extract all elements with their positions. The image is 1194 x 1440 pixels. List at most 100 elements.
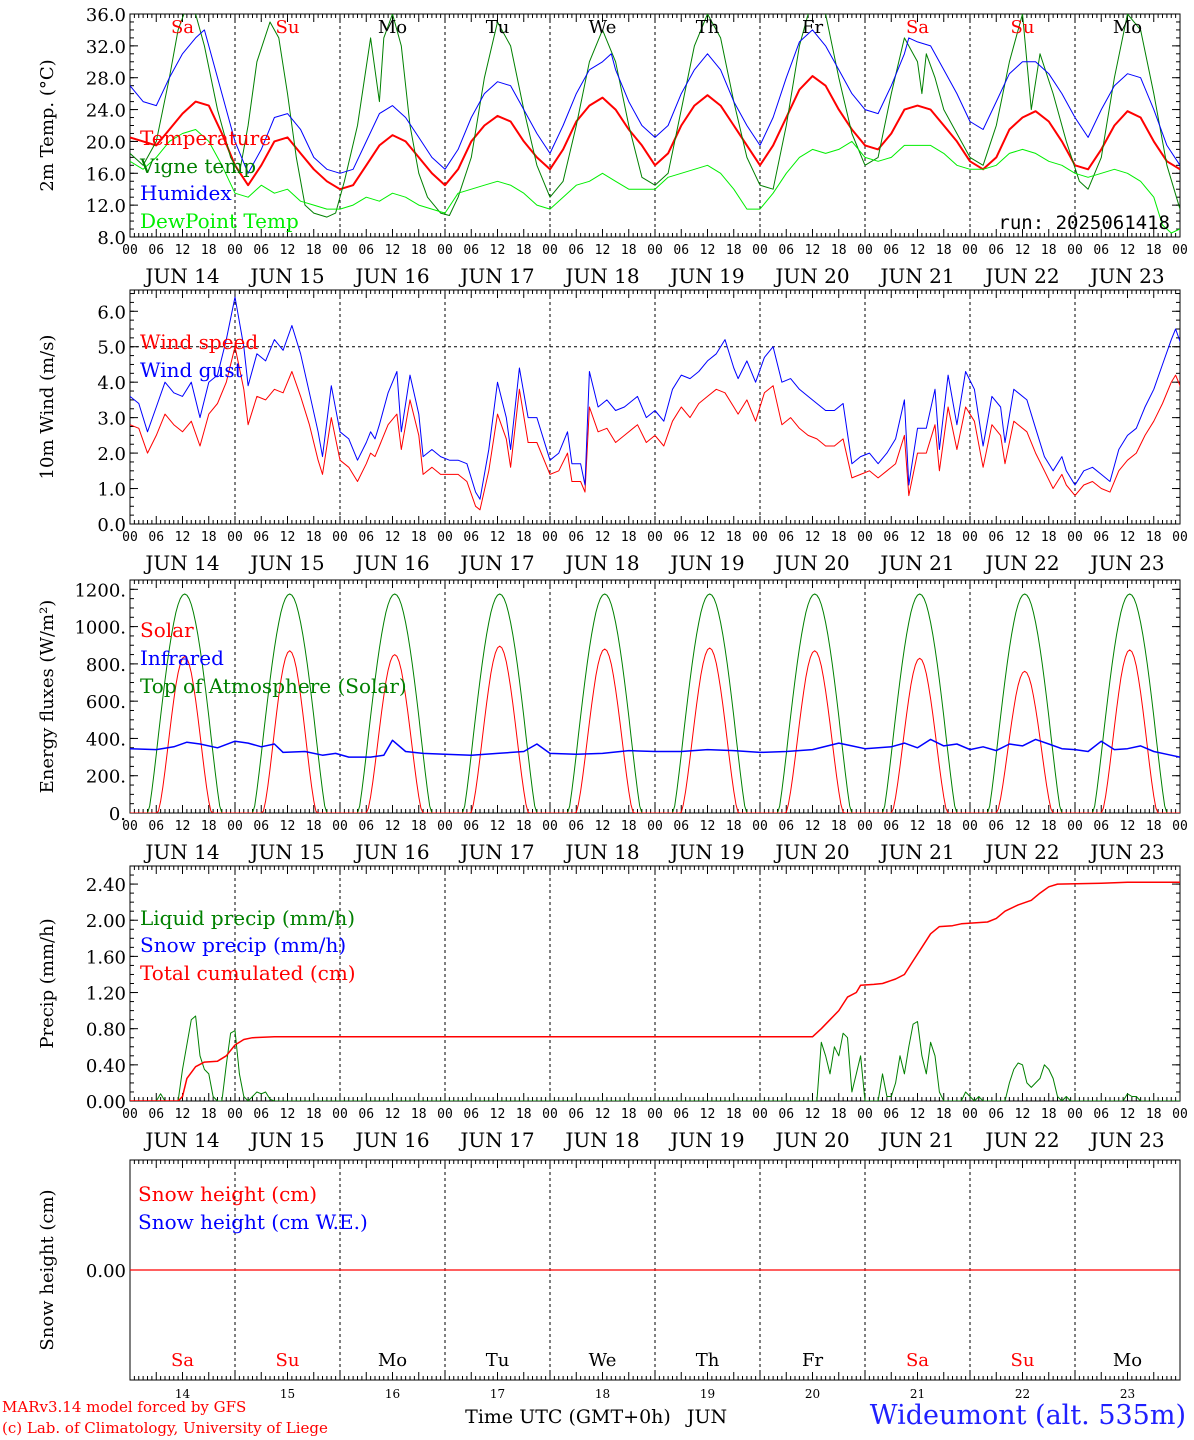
hour-label: 18 <box>936 1107 952 1122</box>
x-axis-month: JUN <box>685 1406 727 1428</box>
day-number-label: 23 <box>1120 1387 1135 1401</box>
panel-frame-temp <box>129 13 1181 238</box>
lab-credit: (c) Lab. of Climatology, University of L… <box>2 1419 328 1437</box>
hour-label: 00 <box>962 819 978 834</box>
day-label: JUN 23 <box>1088 840 1164 864</box>
hour-label: 00 <box>437 1107 453 1122</box>
hour-label: 06 <box>883 819 899 834</box>
hour-label: 06 <box>1093 1107 1109 1122</box>
day-label: JUN 22 <box>983 1128 1059 1152</box>
hour-label: 06 <box>568 819 584 834</box>
hour-label: 00 <box>1067 1107 1083 1122</box>
hour-label: 18 <box>1146 1107 1162 1122</box>
y-axis-label: Precip (mm/h) <box>37 918 58 1048</box>
hour-label: 00 <box>437 819 453 834</box>
hour-label: 06 <box>778 243 794 258</box>
hour-label: 12 <box>910 819 926 834</box>
day-label: JUN 23 <box>1088 264 1164 288</box>
day-number-label: 14 <box>175 1387 191 1401</box>
day-label: JUN 22 <box>983 551 1059 575</box>
day-label: JUN 22 <box>983 264 1059 288</box>
series-line-humidex <box>130 29 1180 174</box>
hour-label: 00 <box>332 243 348 258</box>
series-line-temperature <box>130 75 1180 191</box>
y-axis-label: 10m Wind (m/s) <box>37 335 58 480</box>
y-tick-label: 0.80 <box>86 1020 126 1041</box>
legend-entry: Snow precip (mm/h) <box>140 933 346 957</box>
hour-label: 00 <box>332 1107 348 1122</box>
hour-label: 12 <box>490 243 506 258</box>
hour-label: 18 <box>1041 819 1057 834</box>
hour-label: 00 <box>227 243 243 258</box>
hour-label: 00 <box>542 243 558 258</box>
hour-label: 18 <box>411 243 427 258</box>
hour-label: 12 <box>805 819 821 834</box>
hour-label: 06 <box>673 1107 689 1122</box>
hour-label: 18 <box>1041 530 1057 545</box>
weekday-label: Sa <box>171 1350 194 1371</box>
hour-label: 12 <box>1015 1107 1031 1122</box>
hour-label: 00 <box>752 243 768 258</box>
station-title: Wideumont (alt. 535m) <box>869 1400 1186 1431</box>
hour-label: 00 <box>542 530 558 545</box>
hour-label: 18 <box>1041 243 1057 258</box>
hour-label: 00 <box>1172 530 1188 545</box>
legend-entry: Snow height (cm W.E.) <box>138 1210 368 1234</box>
day-number-label: 20 <box>805 1387 820 1401</box>
y-tick-label: 2.00 <box>86 911 126 932</box>
hour-label: 18 <box>516 1107 532 1122</box>
legend-entry: Wind speed <box>140 330 258 354</box>
hour-label: 06 <box>463 1107 479 1122</box>
hour-label: 00 <box>752 819 768 834</box>
hour-label: 18 <box>936 243 952 258</box>
hour-label: 18 <box>411 530 427 545</box>
weekday-label: Mo <box>378 17 407 38</box>
hour-label: 12 <box>385 243 401 258</box>
day-label: JUN 21 <box>878 551 954 575</box>
hour-label: 12 <box>1120 530 1136 545</box>
hour-label: 12 <box>595 1107 611 1122</box>
hour-label: 00 <box>542 1107 558 1122</box>
hour-label: 18 <box>306 1107 322 1122</box>
y-tick-label: 12.0 <box>86 196 126 217</box>
legend-entry: Snow height (cm) <box>138 1182 317 1206</box>
day-label: JUN 21 <box>878 264 954 288</box>
hour-label: 06 <box>673 530 689 545</box>
hour-label: 00 <box>962 1107 978 1122</box>
day-label: JUN 16 <box>353 840 429 864</box>
day-label: JUN 21 <box>878 840 954 864</box>
day-label: JUN 16 <box>353 1128 429 1152</box>
day-label: JUN 23 <box>1088 551 1164 575</box>
hour-label: 12 <box>595 819 611 834</box>
day-label: JUN 19 <box>668 840 744 864</box>
hour-label: 06 <box>883 530 899 545</box>
y-tick-label: 1200. <box>74 580 126 601</box>
hour-label: 18 <box>1041 1107 1057 1122</box>
hour-label: 18 <box>1146 530 1162 545</box>
weekday-label: We <box>589 1350 617 1371</box>
hour-label: 18 <box>1146 243 1162 258</box>
series-line-solar <box>130 645 1180 813</box>
hour-label: 06 <box>988 1107 1004 1122</box>
weekday-label: Tu <box>486 1350 510 1371</box>
day-label: JUN 20 <box>773 264 849 288</box>
day-label: JUN 16 <box>353 264 429 288</box>
hour-label: 06 <box>778 1107 794 1122</box>
day-label: JUN 15 <box>248 264 324 288</box>
hour-label: 06 <box>1093 243 1109 258</box>
hour-label: 12 <box>385 530 401 545</box>
legend-entry: Humidex <box>140 181 232 205</box>
day-number-label: 15 <box>280 1387 295 1401</box>
hour-label: 18 <box>621 243 637 258</box>
y-tick-label: 2.40 <box>86 875 126 896</box>
hour-label: 00 <box>857 819 873 834</box>
y-tick-label: 0. <box>109 804 126 825</box>
weekday-label: Mo <box>378 1350 407 1371</box>
day-number-label: 21 <box>910 1387 925 1401</box>
hour-label: 00 <box>857 530 873 545</box>
hour-label: 06 <box>358 819 374 834</box>
weekday-label: Sa <box>906 1350 929 1371</box>
hour-label: 00 <box>227 819 243 834</box>
hour-label: 12 <box>280 1107 296 1122</box>
hour-label: 12 <box>805 1107 821 1122</box>
